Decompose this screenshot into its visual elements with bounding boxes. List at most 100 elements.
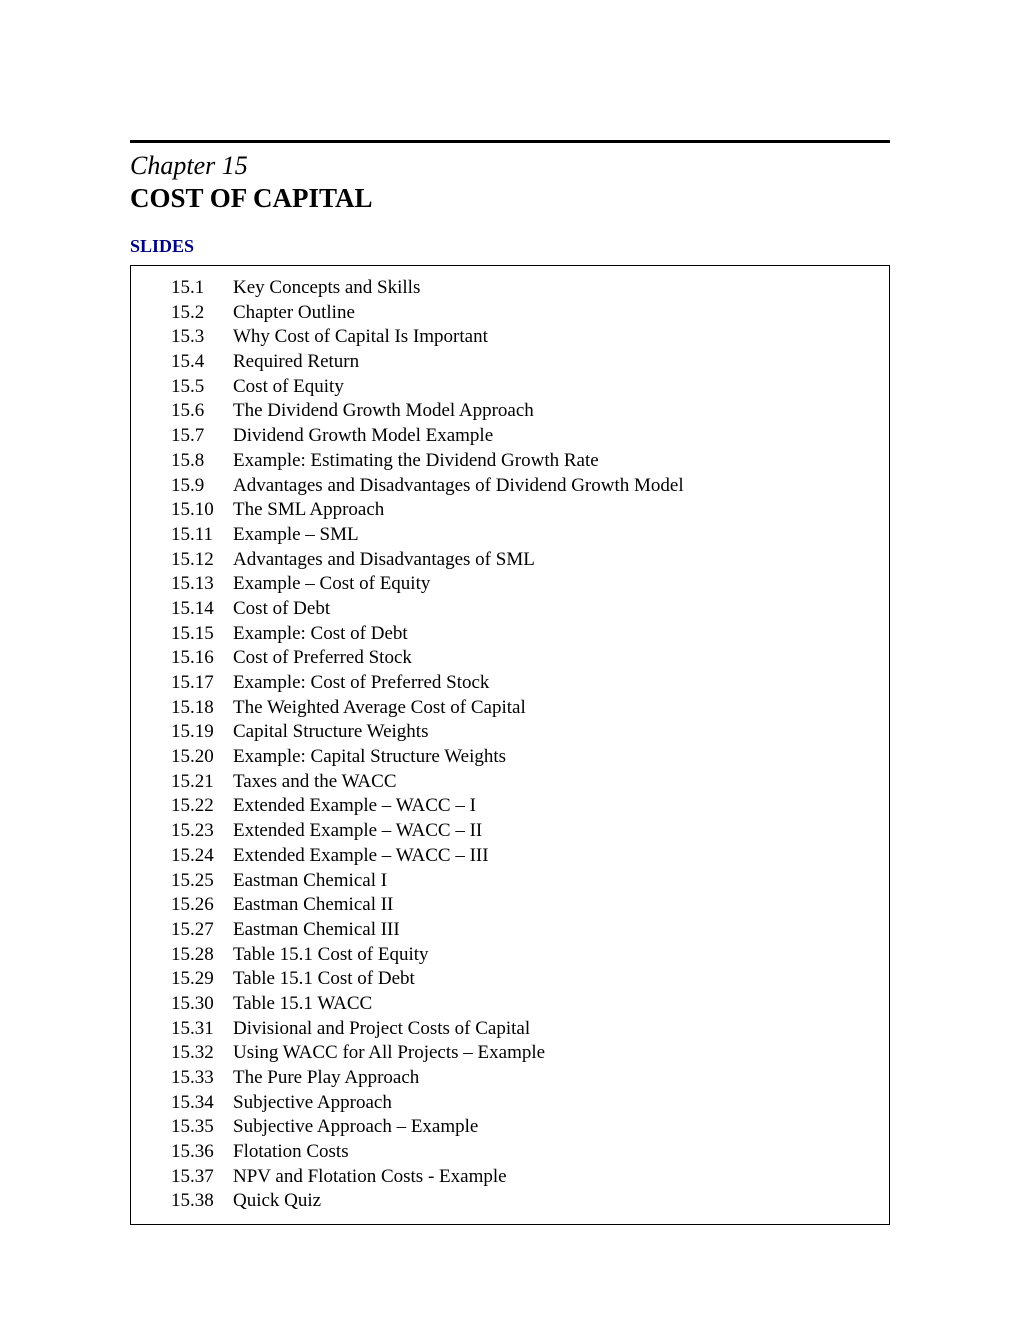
slides-box: 15.1Key Concepts and Skills15.2Chapter O… (130, 265, 890, 1225)
slide-title: Using WACC for All Projects – Example (233, 1041, 879, 1066)
slide-row: 15.33The Pure Play Approach (171, 1066, 879, 1091)
slide-row: 15.24Extended Example – WACC – III (171, 844, 879, 869)
slide-title: Why Cost of Capital Is Important (233, 325, 879, 350)
slide-row: 15.27Eastman Chemical III (171, 918, 879, 943)
slide-row: 15.11Example – SML (171, 523, 879, 548)
slide-title: The Pure Play Approach (233, 1066, 879, 1091)
slide-number: 15.1 (171, 276, 233, 301)
slide-number: 15.31 (171, 1017, 233, 1042)
slide-number: 15.26 (171, 893, 233, 918)
slide-number: 15.30 (171, 992, 233, 1017)
section-heading: SLIDES (130, 236, 890, 257)
slide-title: Chapter Outline (233, 301, 879, 326)
slide-title: NPV and Flotation Costs - Example (233, 1165, 879, 1190)
slide-title: Cost of Equity (233, 375, 879, 400)
slide-row: 15.1Key Concepts and Skills (171, 276, 879, 301)
slide-number: 15.9 (171, 474, 233, 499)
slide-number: 15.29 (171, 967, 233, 992)
slide-row: 15.17Example: Cost of Preferred Stock (171, 671, 879, 696)
slide-number: 15.19 (171, 720, 233, 745)
slide-row: 15.30Table 15.1 WACC (171, 992, 879, 1017)
slide-title: Example: Capital Structure Weights (233, 745, 879, 770)
slide-row: 15.13Example – Cost of Equity (171, 572, 879, 597)
slide-row: 15.20Example: Capital Structure Weights (171, 745, 879, 770)
slide-title: The Dividend Growth Model Approach (233, 399, 879, 424)
slide-number: 15.35 (171, 1115, 233, 1140)
slide-title: Capital Structure Weights (233, 720, 879, 745)
slide-row: 15.37NPV and Flotation Costs - Example (171, 1165, 879, 1190)
slide-title: Cost of Debt (233, 597, 879, 622)
slide-title: Cost of Preferred Stock (233, 646, 879, 671)
slide-title: Example – Cost of Equity (233, 572, 879, 597)
slide-number: 15.13 (171, 572, 233, 597)
slide-title: Eastman Chemical II (233, 893, 879, 918)
slide-row: 15.22Extended Example – WACC – I (171, 794, 879, 819)
slide-number: 15.24 (171, 844, 233, 869)
slide-row: 15.25Eastman Chemical I (171, 869, 879, 894)
slide-number: 15.33 (171, 1066, 233, 1091)
slide-title: Extended Example – WACC – III (233, 844, 879, 869)
slide-row: 15.29Table 15.1 Cost of Debt (171, 967, 879, 992)
slide-number: 15.16 (171, 646, 233, 671)
slide-title: Example: Cost of Preferred Stock (233, 671, 879, 696)
slides-list: 15.1Key Concepts and Skills15.2Chapter O… (171, 276, 879, 1214)
slide-row: 15.8Example: Estimating the Dividend Gro… (171, 449, 879, 474)
slide-row: 15.12Advantages and Disadvantages of SML (171, 548, 879, 573)
slide-number: 15.23 (171, 819, 233, 844)
top-divider (130, 140, 890, 143)
slide-number: 15.14 (171, 597, 233, 622)
slide-row: 15.32Using WACC for All Projects – Examp… (171, 1041, 879, 1066)
slide-number: 15.37 (171, 1165, 233, 1190)
slide-number: 15.11 (171, 523, 233, 548)
slide-number: 15.4 (171, 350, 233, 375)
slide-number: 15.8 (171, 449, 233, 474)
slide-title: Extended Example – WACC – I (233, 794, 879, 819)
slide-number: 15.17 (171, 671, 233, 696)
slide-number: 15.25 (171, 869, 233, 894)
slide-number: 15.18 (171, 696, 233, 721)
slide-row: 15.18The Weighted Average Cost of Capita… (171, 696, 879, 721)
slide-row: 15.14Cost of Debt (171, 597, 879, 622)
slide-title: The Weighted Average Cost of Capital (233, 696, 879, 721)
chapter-title: COST OF CAPITAL (130, 183, 890, 214)
slide-title: Advantages and Disadvantages of Dividend… (233, 474, 879, 499)
slide-title: Quick Quiz (233, 1189, 879, 1214)
slide-row: 15.26Eastman Chemical II (171, 893, 879, 918)
slide-title: Subjective Approach (233, 1091, 879, 1116)
slide-title: Example – SML (233, 523, 879, 548)
slide-title: Table 15.1 Cost of Equity (233, 943, 879, 968)
slide-row: 15.9Advantages and Disadvantages of Divi… (171, 474, 879, 499)
slide-number: 15.12 (171, 548, 233, 573)
slide-row: 15.7Dividend Growth Model Example (171, 424, 879, 449)
slide-number: 15.38 (171, 1189, 233, 1214)
slide-row: 15.28Table 15.1 Cost of Equity (171, 943, 879, 968)
slide-title: Eastman Chemical I (233, 869, 879, 894)
slide-row: 15.35Subjective Approach – Example (171, 1115, 879, 1140)
slide-number: 15.5 (171, 375, 233, 400)
slide-title: Dividend Growth Model Example (233, 424, 879, 449)
slide-row: 15.4Required Return (171, 350, 879, 375)
slide-title: Advantages and Disadvantages of SML (233, 548, 879, 573)
slide-row: 15.31Divisional and Project Costs of Cap… (171, 1017, 879, 1042)
slide-title: Table 15.1 WACC (233, 992, 879, 1017)
slide-title: Example: Estimating the Dividend Growth … (233, 449, 879, 474)
slide-row: 15.15Example: Cost of Debt (171, 622, 879, 647)
slide-number: 15.21 (171, 770, 233, 795)
slide-row: 15.19Capital Structure Weights (171, 720, 879, 745)
slide-row: 15.10The SML Approach (171, 498, 879, 523)
slide-title: Eastman Chemical III (233, 918, 879, 943)
slide-row: 15.6The Dividend Growth Model Approach (171, 399, 879, 424)
slide-number: 15.7 (171, 424, 233, 449)
slide-number: 15.10 (171, 498, 233, 523)
slide-number: 15.28 (171, 943, 233, 968)
slide-number: 15.6 (171, 399, 233, 424)
slide-number: 15.22 (171, 794, 233, 819)
slide-row: 15.23Extended Example – WACC – II (171, 819, 879, 844)
chapter-label: Chapter 15 (130, 151, 890, 181)
slide-title: Required Return (233, 350, 879, 375)
slide-number: 15.20 (171, 745, 233, 770)
slide-row: 15.38Quick Quiz (171, 1189, 879, 1214)
slide-title: Table 15.1 Cost of Debt (233, 967, 879, 992)
slide-number: 15.27 (171, 918, 233, 943)
slide-number: 15.34 (171, 1091, 233, 1116)
